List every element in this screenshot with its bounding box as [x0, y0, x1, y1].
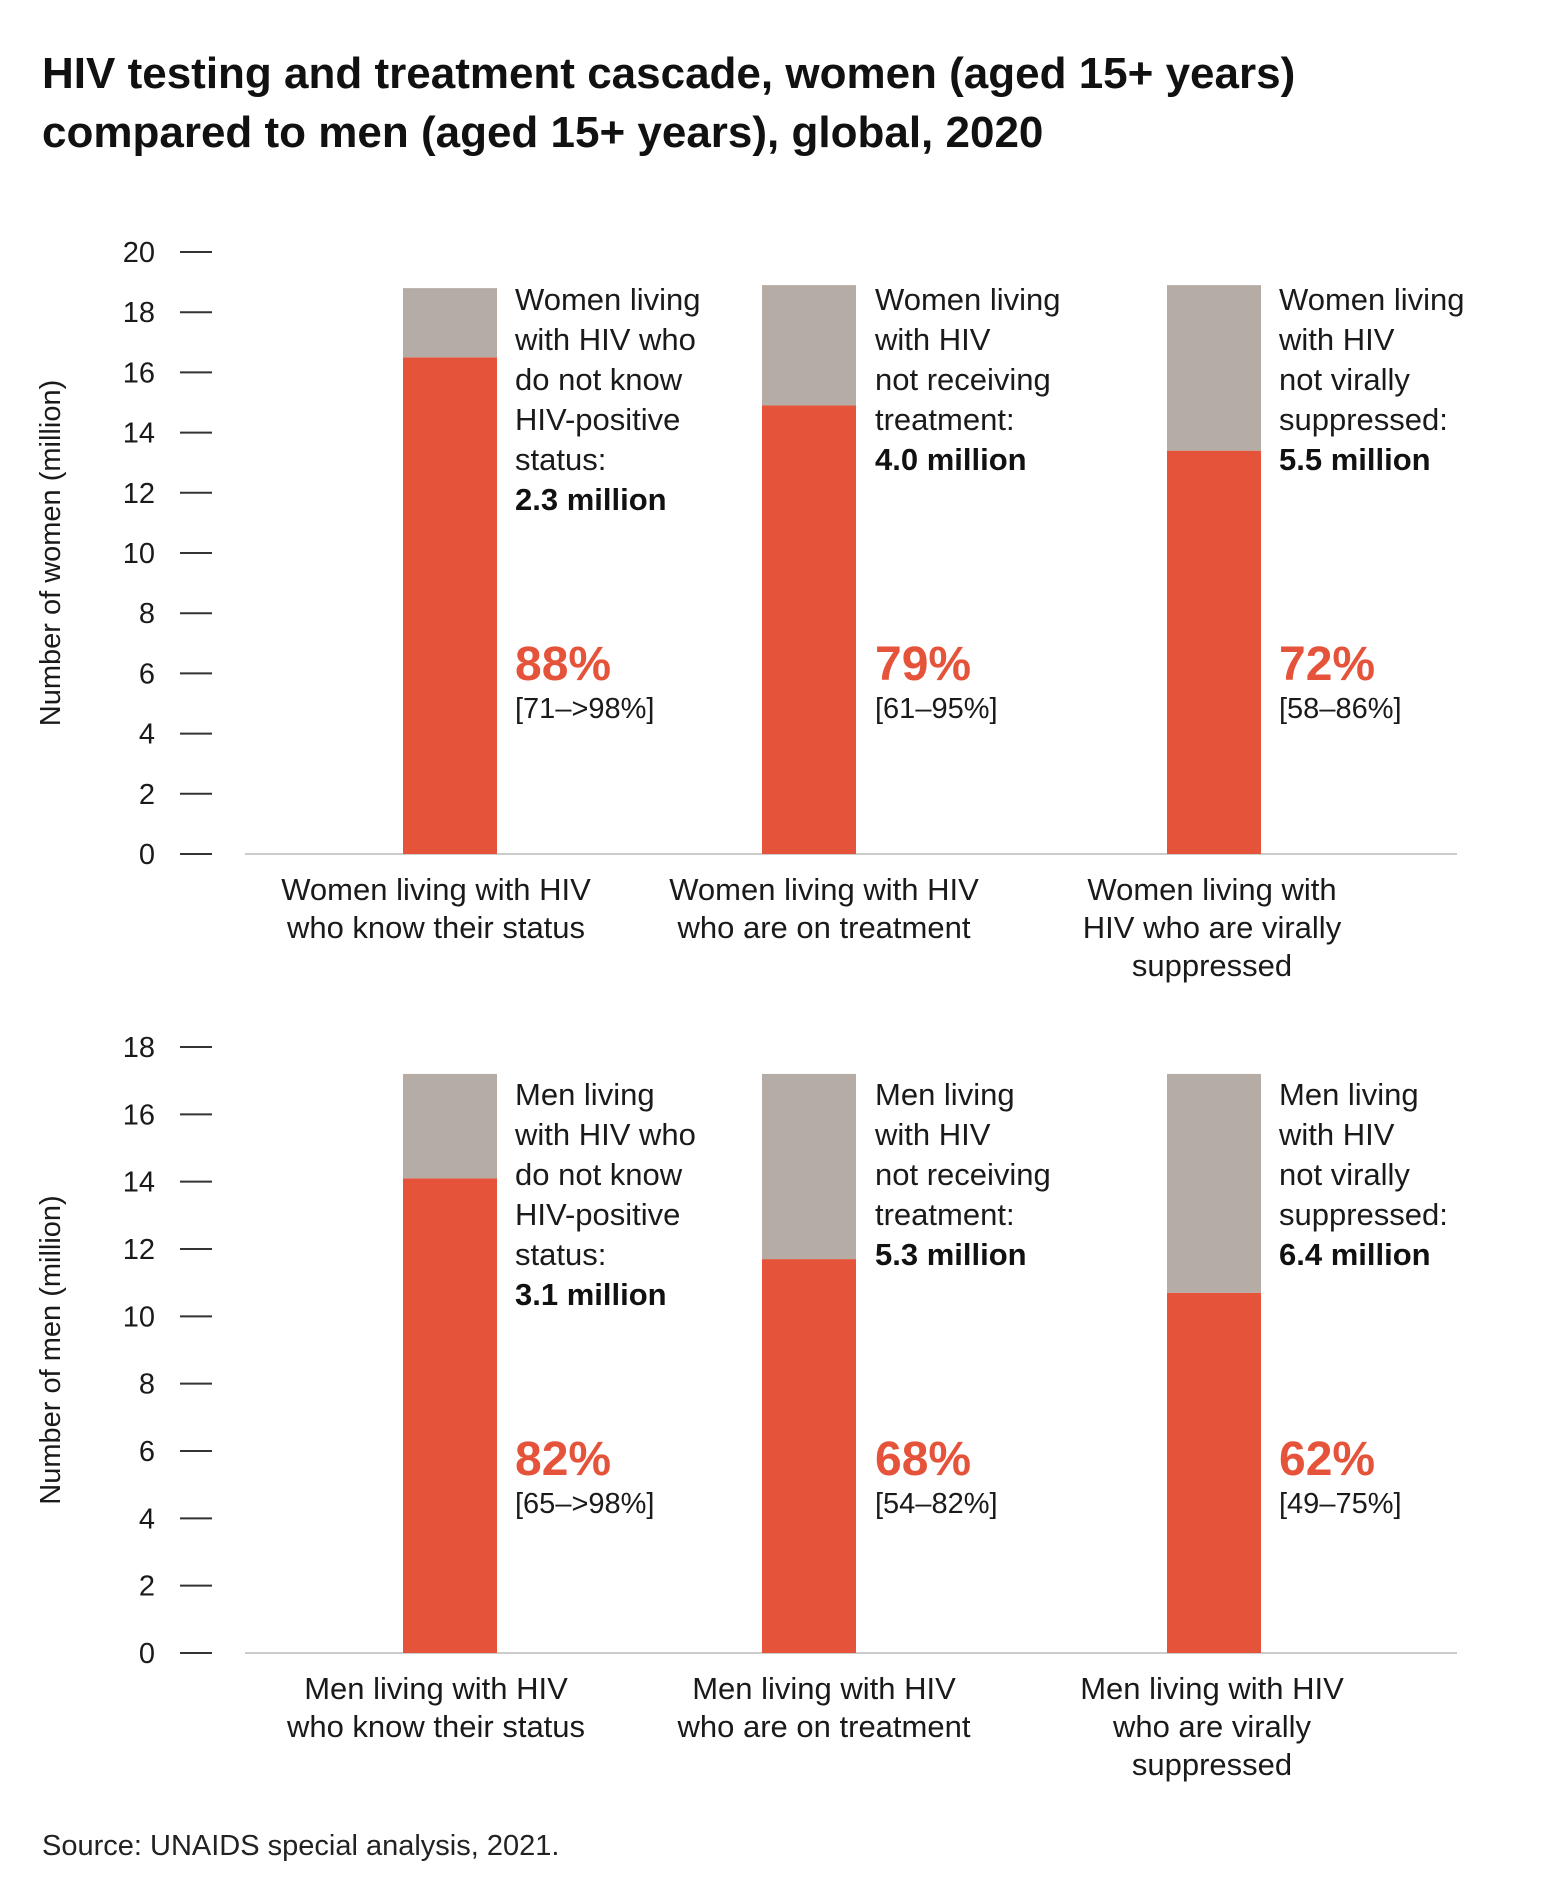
men-bar-gap-2: [762, 1073, 856, 1260]
men-gap-note-1-line-3: do not know: [515, 1157, 683, 1192]
women-gap-value-3: 5.5 million: [1279, 442, 1431, 477]
men-y-tick-label: 16: [123, 1099, 155, 1131]
women-gap-value-1: 2.3 million: [515, 482, 667, 517]
women-bar-gap-1: [403, 288, 497, 358]
chart-title-line-1: HIV testing and treatment cascade, women…: [42, 49, 1296, 98]
women-gap-note-3-line-3: not virally: [1279, 362, 1410, 397]
men-percent-range-1: [65–>98%]: [515, 1488, 654, 1520]
women-gap-note-1-line-3: do not know: [515, 362, 683, 397]
women-y-tick-label: 8: [139, 598, 155, 630]
women-y-tick-label: 2: [139, 779, 155, 811]
men-gap-note-2-line-2: with HIV: [874, 1117, 991, 1152]
men-gap-note-2-line-4: treatment:: [875, 1197, 1015, 1232]
men-y-tick-label: 4: [139, 1503, 155, 1535]
men-bar-reached-2: [762, 1259, 856, 1653]
women-gap-note-3-line-4: suppressed:: [1279, 402, 1448, 437]
men-bar-reached-3: [1167, 1292, 1261, 1653]
women-category-1-line-1: Women living with HIV: [281, 872, 591, 907]
men-gap-note-1-line-4: HIV-positive: [515, 1197, 680, 1232]
chart-title-line-2: compared to men (aged 15+ years), global…: [42, 108, 1044, 157]
men-y-tick-label: 6: [139, 1436, 155, 1468]
women-y-tick-label: 0: [139, 839, 155, 871]
men-gap-note-3-line-4: suppressed:: [1279, 1197, 1448, 1232]
women-gap-note-2-line-2: with HIV: [874, 322, 991, 357]
men-bar-reached-1: [403, 1178, 497, 1653]
women-gap-note-2-line-4: treatment:: [875, 402, 1015, 437]
women-y-tick-label: 4: [139, 719, 155, 751]
chart-title: HIV testing and treatment cascade, women…: [42, 44, 1522, 162]
men-gap-note-2-line-3: not receiving: [875, 1157, 1051, 1192]
men-y-tick-label: 8: [139, 1369, 155, 1401]
women-y-tick-label: 10: [123, 538, 155, 570]
women-bar-gap-3: [1167, 285, 1261, 451]
women-gap-note-2-line-3: not receiving: [875, 362, 1051, 397]
men-gap-note-2-line-1: Men living: [875, 1077, 1015, 1112]
women-gap-note-2-line-1: Women living: [875, 282, 1061, 317]
men-category-1-line-1: Men living with HIV: [304, 1671, 568, 1706]
women-bar-reached-3: [1167, 450, 1261, 854]
women-y-tick-label: 12: [123, 478, 155, 510]
women-gap-note-1-line-2: with HIV who: [514, 322, 696, 357]
men-category-3-line-3: suppressed: [1132, 1747, 1292, 1782]
women-percent-1: 88%: [515, 638, 611, 691]
women-percent-2: 79%: [875, 638, 971, 691]
men-gap-note-1-line-1: Men living: [515, 1077, 655, 1112]
men-category-2-line-1: Men living with HIV: [692, 1671, 956, 1706]
women-category-3-line-3: suppressed: [1132, 948, 1292, 983]
women-gap-note-1-line-1: Women living: [515, 282, 701, 317]
women-percent-range-3: [58–86%]: [1279, 693, 1402, 725]
men-y-tick-label: 10: [123, 1301, 155, 1333]
women-bar-reached-2: [762, 405, 856, 854]
women-gap-note-1-line-5: status:: [515, 442, 606, 477]
women-gap-note-3-line-1: Women living: [1279, 282, 1465, 317]
men-category-1-line-2: who know their status: [286, 1709, 585, 1744]
men-gap-note-1-line-5: status:: [515, 1237, 606, 1272]
men-percent-2: 68%: [875, 1433, 971, 1486]
women-bar-gap-2: [762, 285, 856, 406]
women-category-2-line-1: Women living with HIV: [669, 872, 979, 907]
women-percent-3: 72%: [1279, 638, 1375, 691]
men-gap-note-3-line-2: with HIV: [1278, 1117, 1395, 1152]
men-gap-note-3-line-1: Men living: [1279, 1077, 1419, 1112]
women-gap-value-2: 4.0 million: [875, 442, 1027, 477]
women-gap-note-1-line-4: HIV-positive: [515, 402, 680, 437]
women-y-tick-label: 6: [139, 658, 155, 690]
men-percent-range-2: [54–82%]: [875, 1488, 998, 1520]
men-gap-value-3: 6.4 million: [1279, 1237, 1431, 1272]
women-category-1-line-2: who know their status: [286, 910, 585, 945]
men-y-tick-label: 18: [123, 1032, 155, 1064]
women-y-tick-label: 16: [123, 357, 155, 389]
men-bar-gap-3: [1167, 1073, 1261, 1293]
men-category-2-line-2: who are on treatment: [677, 1709, 971, 1744]
men-percent-range-3: [49–75%]: [1279, 1488, 1402, 1520]
men-cascade-chart: Number of men (million) 0 2 4 6 8 10 12 14 16 18 Me…: [35, 1032, 1457, 1782]
men-bar-gap-1: [403, 1073, 497, 1179]
men-y-axis-label: Number of men (million): [35, 1195, 67, 1504]
men-y-tick-label: 0: [139, 1638, 155, 1670]
men-y-tick-label: 12: [123, 1234, 155, 1266]
men-gap-value-1: 3.1 million: [515, 1277, 667, 1312]
women-category-3-line-1: Women living with: [1087, 872, 1336, 907]
women-y-tick-label: 18: [123, 297, 155, 329]
men-y-tick-label: 2: [139, 1571, 155, 1603]
men-y-tick-label: 14: [123, 1167, 155, 1199]
women-y-tick-label: 14: [123, 418, 155, 450]
women-cascade-chart: Number of women (million) 0 2 4 6 8 10 12 14 16 18…: [35, 237, 1465, 983]
women-y-axis-label: Number of women (million): [35, 380, 67, 727]
women-category-3-line-2: HIV who are virally: [1083, 910, 1342, 945]
women-gap-note-3-line-2: with HIV: [1278, 322, 1395, 357]
men-percent-3: 62%: [1279, 1433, 1375, 1486]
women-bar-reached-1: [403, 357, 497, 854]
women-category-2-line-2: who are on treatment: [677, 910, 971, 945]
men-percent-1: 82%: [515, 1433, 611, 1486]
men-gap-note-1-line-2: with HIV who: [514, 1117, 696, 1152]
women-percent-range-1: [71–>98%]: [515, 693, 654, 725]
men-gap-value-2: 5.3 million: [875, 1237, 1027, 1272]
men-gap-note-3-line-3: not virally: [1279, 1157, 1410, 1192]
women-y-tick-label: 20: [123, 237, 155, 269]
men-category-3-line-1: Men living with HIV: [1080, 1671, 1344, 1706]
men-category-3-line-2: who are virally: [1112, 1709, 1312, 1744]
women-percent-range-2: [61–95%]: [875, 693, 998, 725]
source-note: Source: UNAIDS special analysis, 2021.: [42, 1830, 560, 1862]
